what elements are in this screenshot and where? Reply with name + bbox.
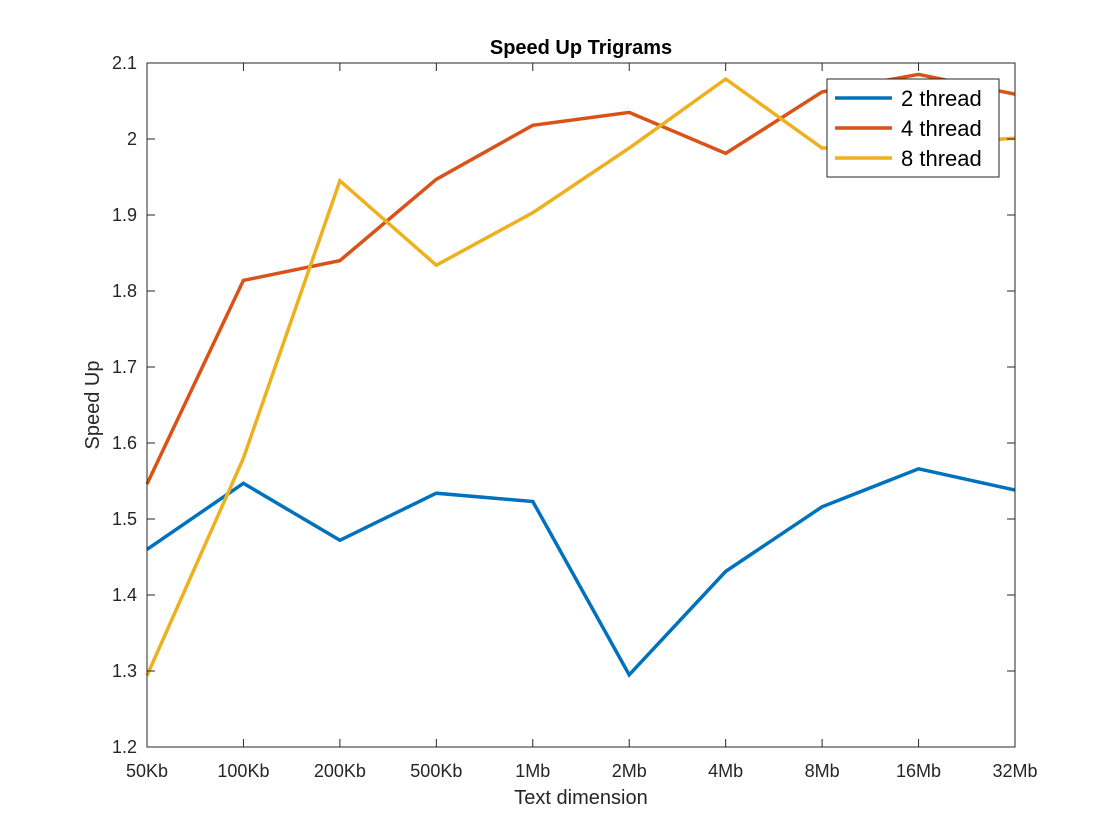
y-tick-label: 1.7 bbox=[112, 357, 137, 377]
y-tick-label: 1.4 bbox=[112, 585, 137, 605]
y-tick-label: 1.2 bbox=[112, 737, 137, 757]
y-tick-label: 2 bbox=[127, 129, 137, 149]
axes-box bbox=[146, 62, 1016, 748]
x-tick-label: 200Kb bbox=[314, 761, 366, 781]
x-tick-label: 32Mb bbox=[992, 761, 1037, 781]
x-tick-label: 2Mb bbox=[612, 761, 647, 781]
legend-label: 4 thread bbox=[901, 116, 982, 141]
x-tick-label: 4Mb bbox=[708, 761, 743, 781]
chart-title: Speed Up Trigrams bbox=[490, 37, 672, 59]
ticks-layer: 50Kb 100Kb 200Kb 500Kb 1Mb 2Mb 4Mb 8Mb 16Mb 32Mb 1… bbox=[112, 53, 1038, 781]
y-tick-label: 1.5 bbox=[112, 509, 137, 529]
legend-label: 2 thread bbox=[901, 86, 982, 111]
x-axis-label: Text dimension bbox=[514, 787, 647, 809]
y-tick-label: 1.6 bbox=[112, 433, 137, 453]
x-tick-label: 50Kb bbox=[126, 761, 168, 781]
y-tick-label: 1.9 bbox=[112, 205, 137, 225]
legend-label: 8 thread bbox=[901, 146, 982, 171]
x-tick-label: 100Kb bbox=[217, 761, 269, 781]
y-tick-label: 1.3 bbox=[112, 661, 137, 681]
y-axis-label: Speed Up bbox=[82, 361, 104, 450]
x-tick-label: 16Mb bbox=[896, 761, 941, 781]
legend: 2 thread 4 thread 8 thread bbox=[826, 78, 1000, 178]
x-tick-label: 1Mb bbox=[515, 761, 550, 781]
x-tick-label: 8Mb bbox=[805, 761, 840, 781]
series-line-2-thread bbox=[146, 466, 1016, 678]
y-tick-label: 2.1 bbox=[112, 53, 137, 73]
x-tick-label: 500Kb bbox=[410, 761, 462, 781]
y-tick-label: 1.8 bbox=[112, 281, 137, 301]
